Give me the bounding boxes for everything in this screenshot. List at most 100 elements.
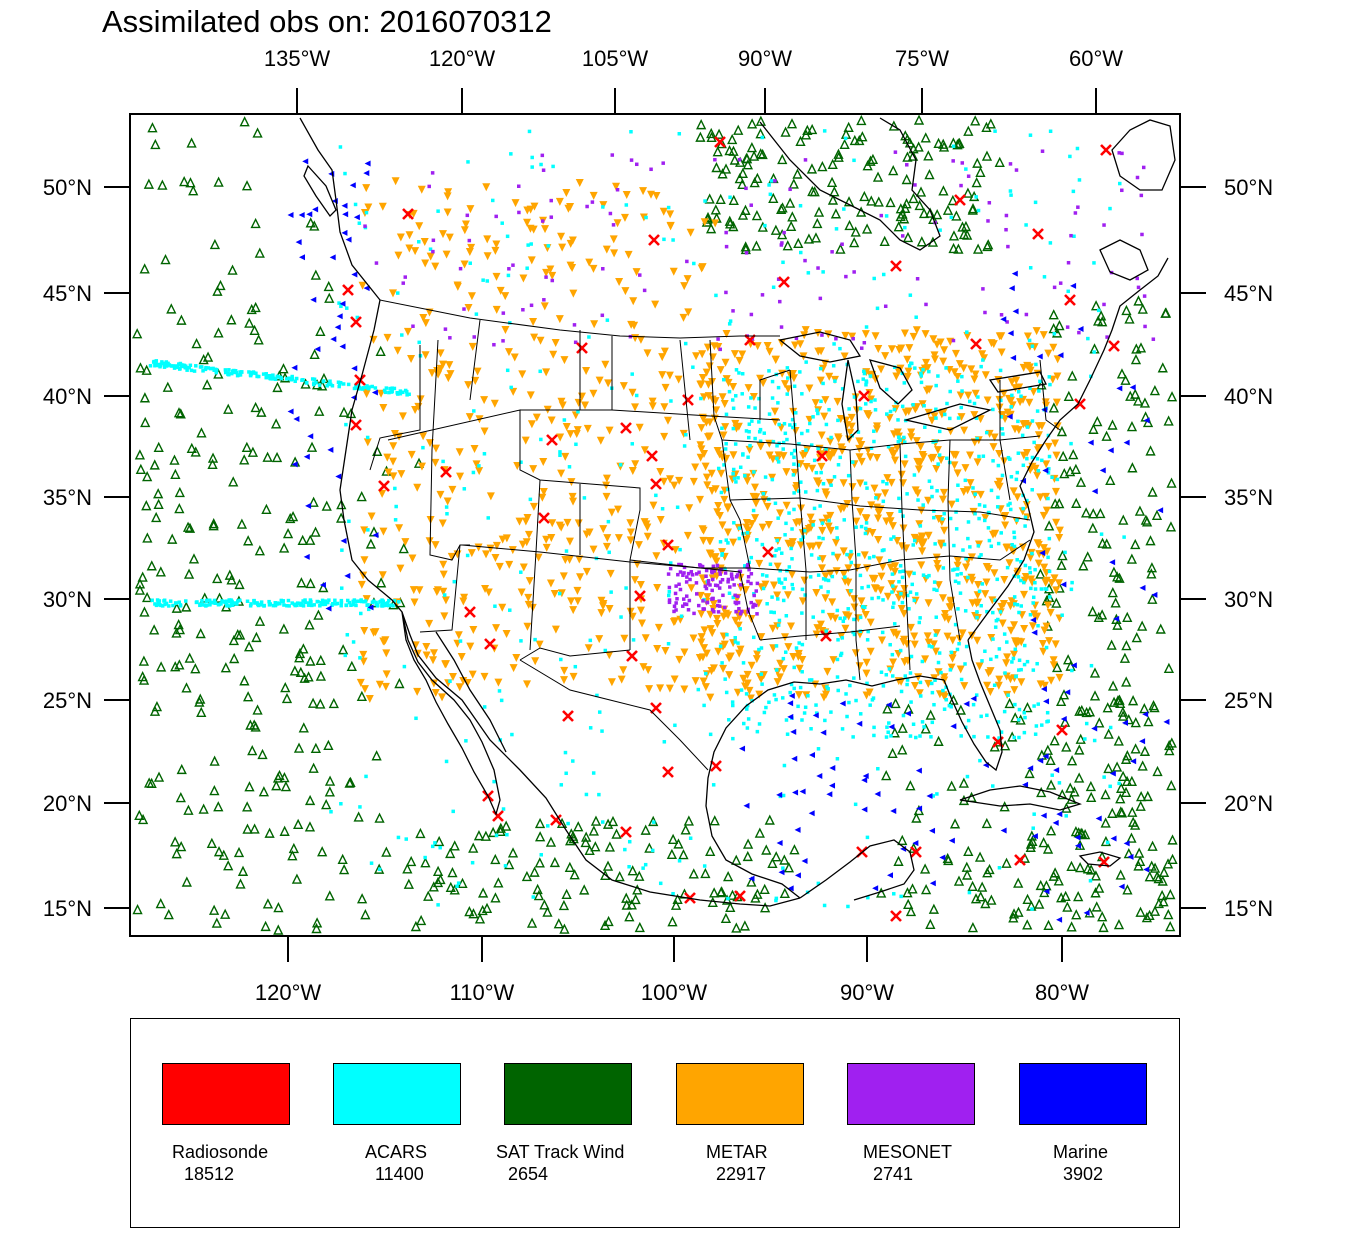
mesonet-marker	[747, 567, 751, 572]
sat-wind-marker	[994, 156, 1005, 167]
acars-marker	[310, 603, 314, 608]
mesonet-marker	[642, 288, 647, 293]
metar-marker	[659, 207, 668, 216]
mesonet-marker	[715, 583, 720, 588]
acars-marker	[903, 225, 907, 230]
sat-wind-marker	[946, 780, 957, 791]
acars-marker	[164, 360, 169, 364]
acars-marker	[798, 370, 802, 374]
acars-marker	[1057, 781, 1062, 785]
metar-marker	[986, 688, 995, 697]
metar-marker	[897, 604, 906, 613]
marine-marker	[912, 840, 919, 847]
radiosonde-marker	[626, 650, 638, 662]
acars-marker	[927, 369, 931, 374]
acars-marker	[963, 478, 968, 483]
sat-wind-marker	[1076, 704, 1087, 716]
sat-wind-marker	[1115, 869, 1126, 880]
acars-marker	[398, 391, 403, 396]
sat-wind-marker	[754, 827, 765, 838]
sat-wind-marker	[829, 186, 840, 197]
mesonet-marker	[690, 573, 695, 577]
acars-marker	[896, 439, 901, 444]
sat-wind-marker	[271, 451, 283, 463]
mesonet-marker	[710, 597, 714, 601]
acars-marker	[559, 657, 563, 662]
metar-marker	[697, 380, 706, 389]
acars-marker	[843, 575, 847, 579]
acars-marker	[974, 693, 979, 697]
mesonet-marker	[403, 275, 407, 279]
acars-marker	[862, 605, 867, 610]
metar-marker	[560, 666, 569, 675]
acars-marker	[339, 304, 343, 309]
sat-wind-marker	[913, 141, 924, 152]
acars-marker	[939, 670, 943, 675]
acars-marker	[777, 422, 781, 427]
metar-marker	[839, 547, 848, 556]
sat-wind-marker	[835, 243, 846, 254]
mesonet-marker	[704, 568, 709, 573]
mesonet-marker	[718, 604, 722, 608]
mesonet-marker	[494, 214, 498, 219]
acars-marker	[932, 580, 937, 584]
acars-marker	[178, 604, 183, 608]
acars-marker	[355, 599, 359, 604]
acars-marker	[809, 678, 814, 682]
acars-marker	[423, 855, 427, 860]
metar-marker	[940, 346, 949, 355]
mesonet-marker	[746, 610, 750, 614]
sat-wind-marker	[782, 240, 793, 251]
marine-marker	[816, 773, 823, 780]
sat-wind-marker	[174, 486, 185, 498]
acars-marker	[951, 144, 956, 148]
sat-wind-marker	[1142, 416, 1154, 428]
acars-marker	[772, 610, 776, 615]
acars-marker	[767, 369, 771, 373]
metar-marker	[862, 669, 871, 678]
mesonet-marker	[924, 302, 928, 307]
acars-marker	[1012, 595, 1017, 599]
sat-wind-marker	[644, 842, 655, 853]
metar-marker	[654, 623, 663, 632]
mesonet-marker	[734, 575, 739, 579]
acars-marker	[1088, 878, 1093, 883]
acars-marker	[931, 440, 935, 444]
acars-marker	[397, 600, 401, 604]
acars-marker	[802, 528, 807, 533]
sat-wind-marker	[1070, 463, 1082, 475]
sat-wind-marker	[809, 186, 820, 197]
metar-marker	[599, 201, 608, 210]
acars-marker	[744, 692, 749, 696]
acars-marker	[803, 705, 808, 710]
metar-marker	[1052, 451, 1061, 460]
sat-wind-marker	[137, 571, 148, 582]
acars-marker	[749, 555, 754, 560]
acars-marker	[654, 493, 658, 498]
acars-marker	[849, 549, 853, 554]
acars-marker	[284, 377, 289, 381]
acars-marker	[718, 644, 723, 649]
metar-marker	[947, 663, 956, 672]
metar-marker	[416, 395, 425, 404]
acars-marker	[747, 422, 752, 426]
acars-marker	[909, 361, 913, 365]
sat-wind-marker	[239, 675, 250, 686]
acars-marker	[959, 405, 963, 410]
acars-marker	[387, 390, 391, 395]
acars-marker	[255, 374, 259, 379]
metar-marker	[821, 690, 830, 699]
marine-marker	[929, 880, 936, 887]
acars-marker	[551, 164, 555, 169]
sat-wind-marker	[190, 446, 201, 457]
marine-marker	[839, 700, 846, 707]
acars-marker	[758, 439, 763, 443]
sat-wind-marker	[142, 532, 153, 543]
radiosonde-marker	[546, 434, 558, 446]
sat-wind-marker	[1134, 847, 1145, 858]
sat-wind-marker	[704, 193, 715, 204]
mesonet-marker	[752, 593, 756, 598]
acars-marker	[816, 881, 821, 886]
acars-marker	[999, 730, 1004, 734]
metar-marker	[389, 457, 398, 466]
